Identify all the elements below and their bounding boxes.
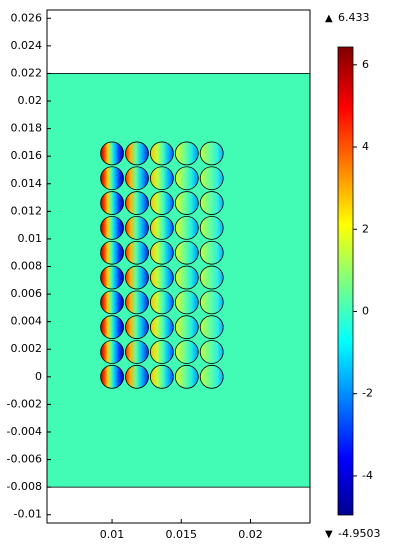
circle: [174, 364, 199, 389]
circle: [125, 191, 149, 215]
circle: [174, 315, 199, 340]
circle: [199, 240, 224, 265]
colorbar-tick-label: 4: [362, 140, 369, 153]
circle: [199, 215, 224, 240]
circle: [125, 265, 149, 290]
circle: [100, 340, 124, 364]
colorbar: [337, 46, 354, 516]
y-tick-label: 0.024: [11, 39, 43, 52]
circle: [150, 265, 174, 290]
circle: [150, 191, 174, 215]
x-tick-label: 0.015: [166, 528, 198, 541]
y-tick-label: 0.004: [11, 315, 43, 328]
circle: [125, 215, 149, 240]
x-tick-label: 0.01: [100, 528, 125, 541]
y-tick-label: 0: [35, 370, 42, 383]
circle: [150, 340, 174, 364]
colorbar-tick-label: 6: [362, 58, 369, 71]
circle: [174, 166, 199, 191]
max-marker: ▲: [325, 13, 333, 24]
y-tick-label: 0.006: [11, 287, 43, 300]
colorbar-tick-label: -4: [362, 469, 373, 482]
circle: [100, 315, 124, 340]
circle: [199, 290, 224, 315]
circle: [150, 215, 174, 240]
circle: [150, 166, 174, 191]
colorbar-max: 6.433: [338, 11, 370, 24]
plot-area: [47, 73, 310, 488]
circle: [150, 141, 174, 166]
y-tick-label: 0.02: [18, 94, 43, 107]
circle: [199, 166, 224, 191]
circle: [174, 191, 199, 215]
circle: [174, 265, 199, 290]
colorbar-tick-label: 2: [362, 222, 369, 235]
min-marker: ▼: [325, 529, 333, 540]
circle: [100, 166, 124, 191]
y-tick-label: -0.008: [7, 480, 42, 493]
circle: [100, 191, 124, 215]
colorbar-tick-label: 0: [362, 304, 369, 317]
circle: [100, 364, 124, 389]
y-tick-label: -0.006: [7, 453, 42, 466]
y-tick-label: 0.01: [18, 232, 43, 245]
y-tick-label: 0.026: [11, 11, 43, 24]
circle: [125, 290, 149, 315]
circle: [100, 141, 124, 166]
y-tick-label: -0.01: [14, 508, 42, 521]
circle: [100, 265, 124, 290]
circle: [199, 340, 224, 364]
y-tick-label: 0.008: [11, 260, 43, 273]
circle: [125, 240, 149, 265]
colorbar-min: -4.9503: [338, 527, 380, 540]
circle: [150, 290, 174, 315]
circle: [199, 191, 224, 215]
circle: [100, 240, 124, 265]
y-tick-label: 0.016: [11, 149, 43, 162]
circle: [174, 141, 199, 166]
circle: [199, 141, 224, 166]
circle: [100, 215, 124, 240]
y-tick-label: 0.002: [11, 342, 43, 355]
circle: [125, 364, 149, 389]
y-tick-label: -0.004: [7, 425, 42, 438]
circle: [125, 340, 149, 364]
y-tick-label: 0.022: [11, 66, 43, 79]
circle: [174, 240, 199, 265]
circle: [150, 240, 174, 265]
circle: [100, 290, 124, 315]
y-tick-label: 0.018: [11, 122, 43, 135]
x-tick-label: 0.02: [238, 528, 263, 541]
circle: [174, 290, 199, 315]
circle: [150, 364, 174, 389]
circle: [125, 166, 149, 191]
colorbar-tick-label: -2: [362, 387, 373, 400]
circle: [174, 215, 199, 240]
circle: [150, 315, 174, 340]
circle: [174, 340, 199, 364]
y-tick-label: 0.014: [11, 177, 43, 190]
circle: [125, 315, 149, 340]
circle: [199, 265, 224, 290]
circle: [199, 364, 224, 389]
y-tick-label: -0.002: [7, 397, 42, 410]
y-tick-label: 0.012: [11, 204, 43, 217]
circle: [199, 315, 224, 340]
circle: [125, 141, 149, 166]
